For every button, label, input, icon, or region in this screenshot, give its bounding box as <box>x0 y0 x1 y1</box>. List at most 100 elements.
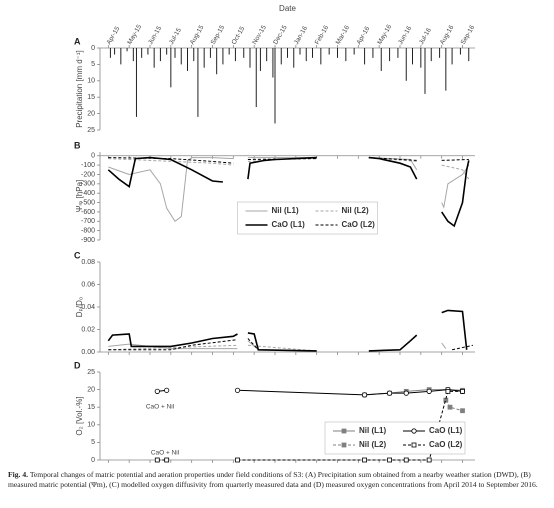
precip-bar <box>234 48 236 62</box>
series-line <box>107 309 468 352</box>
precip-bar <box>328 48 330 55</box>
caption: Fig. 4. Temporal changes of matric poten… <box>8 470 546 490</box>
legend-label: Nil (L1) <box>359 426 386 435</box>
precip-bar <box>209 48 211 58</box>
precip-bar <box>109 48 111 58</box>
precip-bar <box>424 48 426 94</box>
y-tick-label: 20 <box>87 386 95 393</box>
x-tick-label: Jul-16 <box>418 27 433 46</box>
x-tick-label: Jun-16 <box>397 25 413 46</box>
panel-letter: A <box>74 36 81 46</box>
x-tick-label: Jul-15 <box>168 27 183 46</box>
legend-box <box>237 201 378 235</box>
precip-bar <box>439 48 441 58</box>
y-tick-label: -900 <box>81 237 95 244</box>
precip-bar <box>180 48 182 65</box>
precip-bar <box>174 48 176 58</box>
precip-bar <box>405 48 407 81</box>
precip-bar <box>293 48 295 68</box>
y-tick-label: 0 <box>91 153 95 160</box>
y-tick-label: 5 <box>91 439 95 446</box>
y-tick-label: -200 <box>81 171 95 178</box>
legend-label: Nil (L2) <box>342 206 369 215</box>
precip-bar <box>147 48 149 55</box>
precip-bar <box>459 48 461 55</box>
legend-label: Nil (L1) <box>272 206 299 215</box>
legend-marker <box>341 442 347 448</box>
x-tick-label: Aug-16 <box>439 24 456 46</box>
x-tick-label: Sep-16 <box>460 24 477 46</box>
precip-bar <box>272 48 274 78</box>
precip-bar <box>216 48 218 75</box>
legend-label: Nil (L2) <box>359 440 386 449</box>
data-point <box>154 457 160 463</box>
precip-bar <box>430 48 432 62</box>
y-tick-label: 10 <box>87 422 95 429</box>
precip-bar <box>126 48 128 52</box>
y-axis-label: Dₚ/D₀ <box>75 297 84 318</box>
panel-letter: B <box>74 140 81 150</box>
y-axis-label: Precipitation [mm d⁻¹] <box>75 50 84 128</box>
series-line <box>108 157 470 223</box>
precip-bar <box>222 48 224 65</box>
precip-bar <box>132 48 134 62</box>
y-tick-label: 15 <box>87 404 95 411</box>
precip-bar <box>255 48 257 108</box>
x-tick-label: Aug-15 <box>189 24 206 46</box>
y-tick-label: 0.06 <box>81 281 95 288</box>
precip-bar <box>166 48 168 55</box>
data-point <box>403 457 409 463</box>
precip-bar <box>153 48 155 68</box>
precip-bar <box>249 48 251 68</box>
legend-box <box>324 421 466 455</box>
data-point <box>460 388 465 394</box>
y-tick-label: -600 <box>81 209 95 216</box>
x-tick-label: May-15 <box>126 23 143 46</box>
x-tick-label: Jun-15 <box>147 25 163 46</box>
panel-letter: C <box>74 250 81 260</box>
legend-marker <box>411 442 417 448</box>
y-tick-label: 0 <box>91 45 95 52</box>
x-axis-label: Date <box>279 4 296 13</box>
precip-bar <box>412 48 413 65</box>
x-tick-label: May-16 <box>376 23 393 46</box>
legend-label: CaO (L2) <box>429 440 463 449</box>
precip-bar <box>141 48 143 58</box>
data-point <box>403 390 409 396</box>
series-line <box>108 338 474 351</box>
data-point <box>361 392 368 398</box>
precip-bar <box>274 48 276 124</box>
y-tick-label: 0.04 <box>81 304 95 311</box>
annotation: CaO + Nil <box>146 404 175 411</box>
data-point <box>234 387 241 393</box>
precip-bar <box>266 48 268 62</box>
y-axis-label: O₂ [Vol.-%] <box>75 396 84 435</box>
precip-bar <box>389 48 391 62</box>
data-point <box>164 387 170 393</box>
precip-bar <box>299 48 301 55</box>
precip-bar <box>353 48 355 55</box>
y-tick-label: 0.00 <box>81 349 95 356</box>
precip-bar <box>397 48 399 58</box>
y-tick-label: 0 <box>91 457 95 464</box>
precip-bar <box>197 48 199 117</box>
precip-bar <box>364 48 366 65</box>
precip-bar <box>420 48 422 68</box>
data-point <box>164 457 170 463</box>
legend-label: CaO (L1) <box>429 426 463 435</box>
x-tick-label: Apr-15 <box>105 25 121 46</box>
y-tick-label: -400 <box>81 190 95 197</box>
caption-text: Temporal changes of matric potential and… <box>8 470 538 489</box>
precip-bar <box>445 48 447 91</box>
panel-letter: D <box>74 360 81 370</box>
x-tick-label: Oct-15 <box>230 25 246 46</box>
x-tick-label: Jan-16 <box>293 25 309 46</box>
legend-label: CaO (L1) <box>272 220 306 229</box>
x-tick-label: Mar-16 <box>335 24 352 46</box>
data-point <box>426 388 432 394</box>
precip-bar <box>228 48 230 55</box>
precip-bar <box>193 48 195 62</box>
y-tick-label: 10 <box>87 78 95 85</box>
precip-bar <box>380 48 382 71</box>
